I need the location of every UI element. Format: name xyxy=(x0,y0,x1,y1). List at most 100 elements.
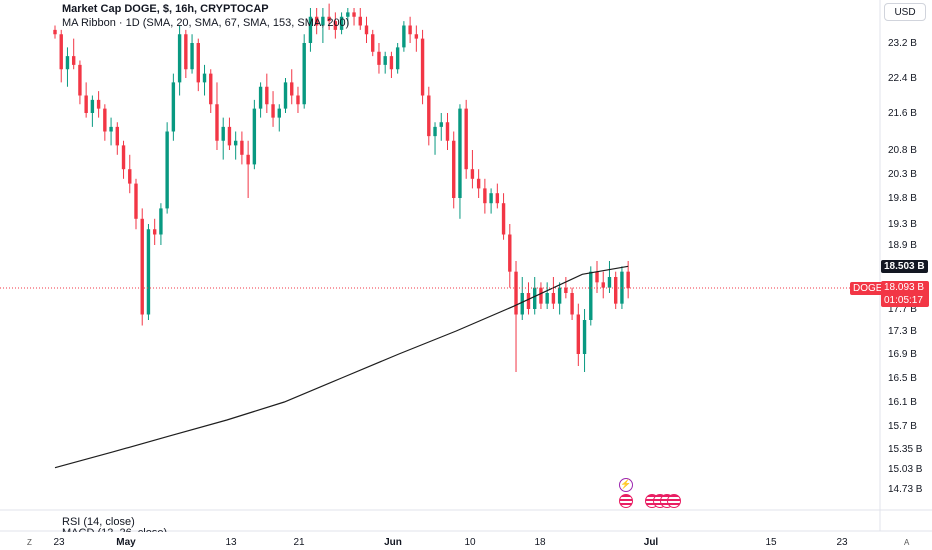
candle-body xyxy=(221,126,225,141)
candle-body xyxy=(134,183,138,219)
candle-body xyxy=(258,86,263,109)
indicator-legend[interactable]: MA Ribbon · 1D (SMA, 20, SMA, 67, SMA, 1… xyxy=(62,17,350,29)
candle-body xyxy=(152,229,157,235)
candle-body xyxy=(109,126,113,132)
candle-body xyxy=(595,271,599,283)
candle-body xyxy=(576,314,581,354)
candle-body xyxy=(302,43,306,105)
time-axis[interactable]: 23 May 13 21 Jun 10 18 Jul 15 23 xyxy=(53,537,848,548)
candle-body xyxy=(252,108,257,165)
candle-body xyxy=(65,56,70,70)
time-tick-label: 23 xyxy=(836,537,848,548)
candle-body xyxy=(483,188,487,204)
last-price-tag: 18.093 B 01:05:17 xyxy=(881,281,929,307)
candle-body xyxy=(146,229,151,315)
candle-body xyxy=(233,140,238,146)
candle-body xyxy=(140,218,144,315)
price-tick-label: 23.2 B xyxy=(888,38,917,49)
time-tick-label: 18 xyxy=(534,537,546,548)
candle-body xyxy=(352,12,356,17)
currency-button[interactable]: USD xyxy=(884,3,926,21)
candle-body xyxy=(84,95,88,113)
candle-body xyxy=(414,34,419,39)
zoom-button[interactable]: Z xyxy=(27,538,32,547)
chart-title: Market Cap DOGE, $, 16h, CRYPTOCAP xyxy=(62,3,269,15)
candle-body xyxy=(358,16,362,26)
candle-body xyxy=(96,99,101,109)
candle-body xyxy=(452,140,456,198)
candle-body xyxy=(570,293,574,315)
candle-body xyxy=(115,126,119,146)
candle-body xyxy=(327,16,331,22)
price-tick-label: 16.5 B xyxy=(888,373,917,384)
symbol-tag: DOGE xyxy=(850,282,886,295)
time-tick-label: 13 xyxy=(225,537,237,548)
candle-body xyxy=(557,287,562,304)
candles-layer xyxy=(53,3,630,372)
price-tick-label: 21.6 B xyxy=(888,108,917,119)
candle-body xyxy=(476,178,481,189)
candle-body xyxy=(209,73,213,105)
candle-body xyxy=(420,38,425,96)
candle-body xyxy=(371,34,375,52)
candle-body xyxy=(539,287,543,304)
candle-body xyxy=(271,104,275,118)
candle-body xyxy=(283,82,288,109)
price-tick-label: 18.9 B xyxy=(888,240,917,251)
price-axis[interactable]: 23.2 B 22.4 B 21.6 B 20.8 B 20.3 B 19.8 B 19.3… xyxy=(888,38,923,495)
price-tick-label: 20.3 B xyxy=(888,169,917,180)
time-tick-label: Jul xyxy=(644,537,659,548)
us-flag-event-icon[interactable] xyxy=(667,494,681,508)
candle-body xyxy=(240,140,244,155)
countdown-timer: 01:05:17 xyxy=(884,295,923,306)
price-tick-label: 17.3 B xyxy=(888,326,917,337)
candle-body xyxy=(508,234,512,272)
candle-body xyxy=(128,169,132,184)
rsi-indicator-label[interactable]: RSI (14, close) xyxy=(62,516,135,528)
time-tick-label: 23 xyxy=(53,537,65,548)
price-tick-label: 20.8 B xyxy=(888,145,917,156)
candle-body xyxy=(184,34,188,70)
candle-body xyxy=(433,126,437,137)
candle-body xyxy=(464,108,468,170)
candle-body xyxy=(495,193,500,204)
candle-body xyxy=(121,145,126,170)
candle-body xyxy=(589,271,593,320)
us-flag-event-icon[interactable] xyxy=(619,494,633,508)
candle-body xyxy=(564,287,568,293)
candle-body xyxy=(514,271,518,315)
candle-body xyxy=(202,73,207,83)
candle-body xyxy=(265,86,269,105)
price-tick-label: 14.73 B xyxy=(888,484,923,495)
candle-body xyxy=(377,51,381,65)
auto-scale-button[interactable]: A xyxy=(904,538,910,547)
candle-body xyxy=(582,320,587,354)
candle-body xyxy=(614,277,618,304)
candle-body xyxy=(290,82,294,96)
time-tick-label: 21 xyxy=(293,537,305,548)
candle-body xyxy=(501,203,506,235)
candle-body xyxy=(277,108,281,118)
macd-indicator-label[interactable]: MACD (12, 26, close) xyxy=(62,527,167,532)
candle-body xyxy=(439,122,443,127)
candle-body xyxy=(533,287,537,309)
price-tick-label: 15.03 B xyxy=(888,464,923,475)
flash-event-icon[interactable]: ⚡ xyxy=(619,478,633,492)
time-tick-label: 15 xyxy=(765,537,777,548)
candle-body xyxy=(78,64,82,96)
candle-body xyxy=(196,43,200,83)
candle-body xyxy=(408,25,412,35)
price-tick-label: 22.4 B xyxy=(888,73,917,84)
candle-body xyxy=(445,122,450,141)
price-tick-label: 16.9 B xyxy=(888,349,917,360)
candle-body xyxy=(520,293,524,315)
price-tick-label: 16.1 B xyxy=(888,397,917,408)
candle-body xyxy=(308,16,313,43)
ma-ribbon-line xyxy=(54,265,629,469)
candle-body xyxy=(71,56,76,65)
candle-body xyxy=(458,108,462,198)
candle-body xyxy=(427,95,431,137)
ma-price-tag: 18.503 B xyxy=(881,260,928,273)
candle-body xyxy=(607,277,612,288)
